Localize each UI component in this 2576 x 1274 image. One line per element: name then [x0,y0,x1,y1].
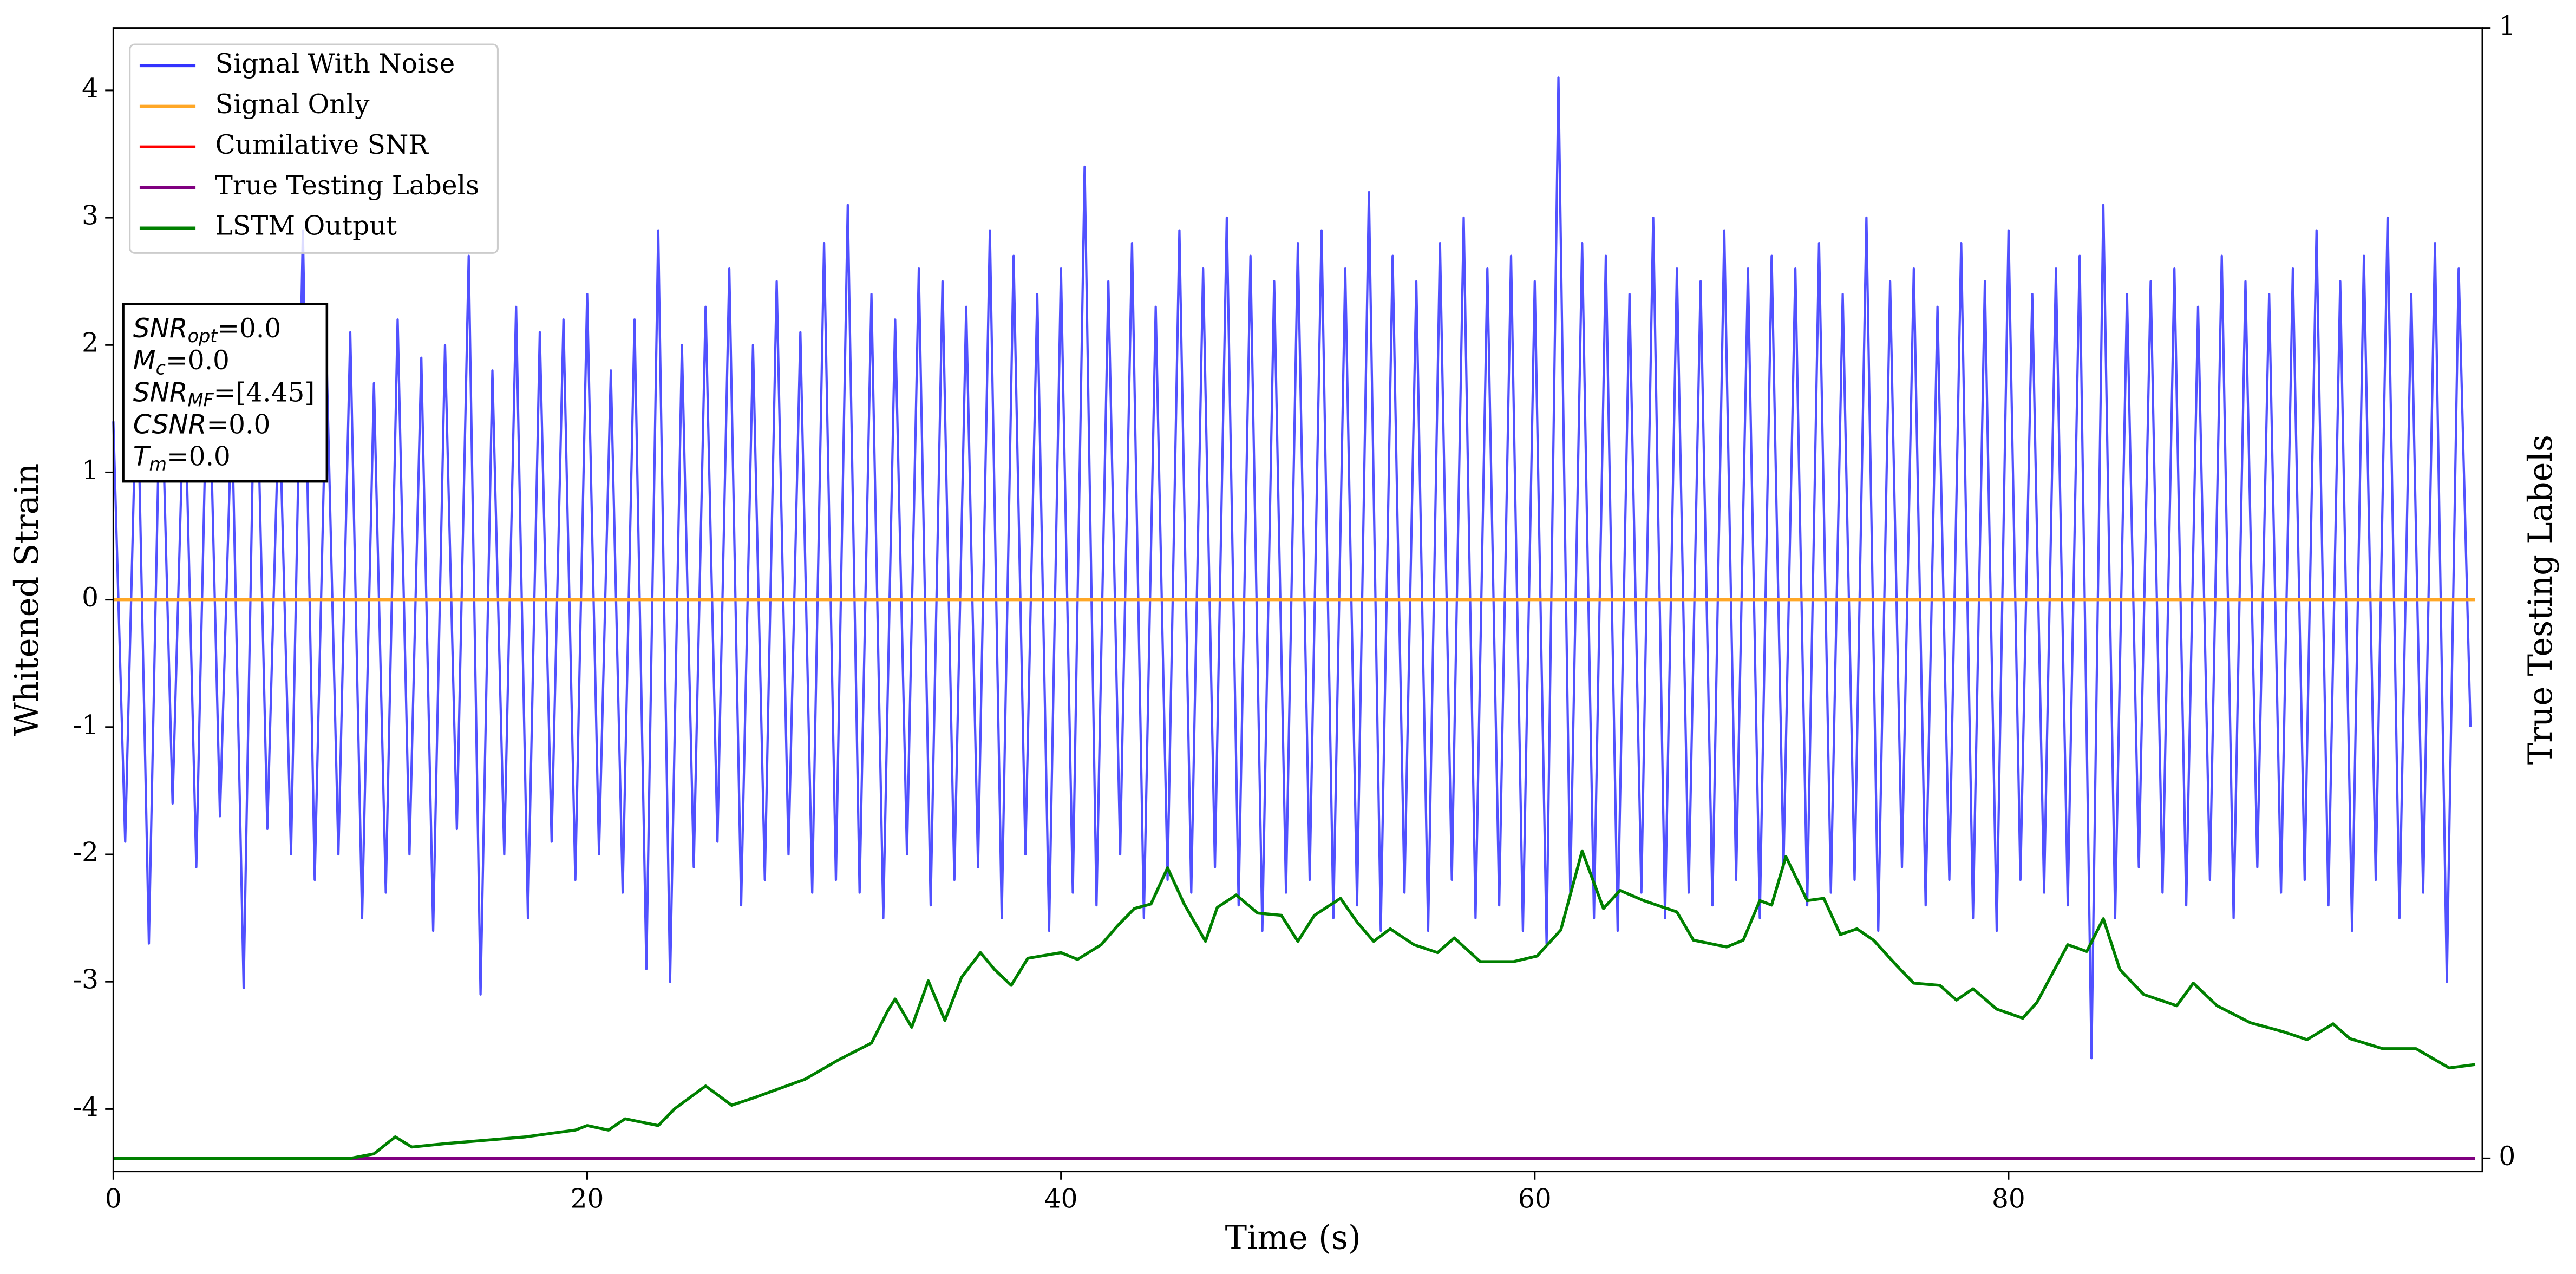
y-tick-label: 0 [82,583,99,613]
annotation-symbol: T [133,442,151,472]
annotation-symbol: CSNR [133,409,207,440]
legend-label: Cumilative SNR [215,130,429,160]
annotation-value: =0.0 [167,441,231,472]
y-tick-label: 1 [82,455,99,486]
annotation-value: =0.0 [206,409,270,440]
annotation-box: SNRopt=0.0Mc=0.0SNRMF=[4.45]CSNR=0.0Tm=0… [122,303,329,483]
annotation-symbol: M [133,345,156,376]
y2-axis-label: True Testing Labels [2522,435,2560,765]
y-tick-label: -1 [73,710,99,740]
y-tick-label: 4 [82,73,99,103]
x-tick-label: 60 [1518,1184,1552,1214]
plot-area [112,76,2476,1160]
annotation-value: =0.0 [166,345,230,376]
legend-label: True Testing Labels [215,171,480,201]
series-line [113,849,2476,1160]
x-tick-label: 80 [1992,1184,2025,1214]
legend-frame [129,43,499,254]
annotation-line: SNRopt=0.0 [133,313,281,346]
y-tick-label: -3 [73,965,99,995]
legend-label: Signal Only [215,89,370,120]
annotation-subscript: m [149,453,167,474]
x-tick-label: 40 [1044,1184,1078,1214]
annotation-value: =0.0 [217,313,281,343]
annotation-line: SNRMF=[4.45] [133,377,315,410]
x-tick-label: 0 [105,1184,122,1214]
y2-tick-label: 0 [2499,1141,2515,1172]
y-tick-label: -4 [73,1092,99,1122]
y-tick-label: -2 [73,837,99,867]
legend-label: LSTM Output [215,211,397,241]
x-axis-label: Time (s) [1225,1219,1361,1257]
y-tick-label: 2 [82,328,99,358]
annotation-line: Mc=0.0 [133,345,230,378]
y-axis-label: Whitened Strain [8,463,46,736]
legend: Signal With Noise Signal Only Cumilative S… [129,43,499,254]
annotation-symbol: SNR [133,377,188,408]
annotation-subscript: c [156,357,166,378]
annotation-line: CSNR=0.0 [133,409,271,440]
annotation-symbol: SNR [133,313,188,344]
annotation-frame [122,303,329,483]
annotation-subscript: opt [188,325,219,347]
annotation-subscript: MF [188,389,214,410]
series-line [112,76,2472,1060]
y2-tick-label: 1 [2499,11,2515,41]
x-tick-label: 20 [571,1184,604,1214]
annotation-value: =[4.45] [214,377,315,408]
y-tick-label: 3 [82,201,99,231]
legend-label: Signal With Noise [215,49,455,79]
annotation-line: Tm=0.0 [133,441,231,474]
